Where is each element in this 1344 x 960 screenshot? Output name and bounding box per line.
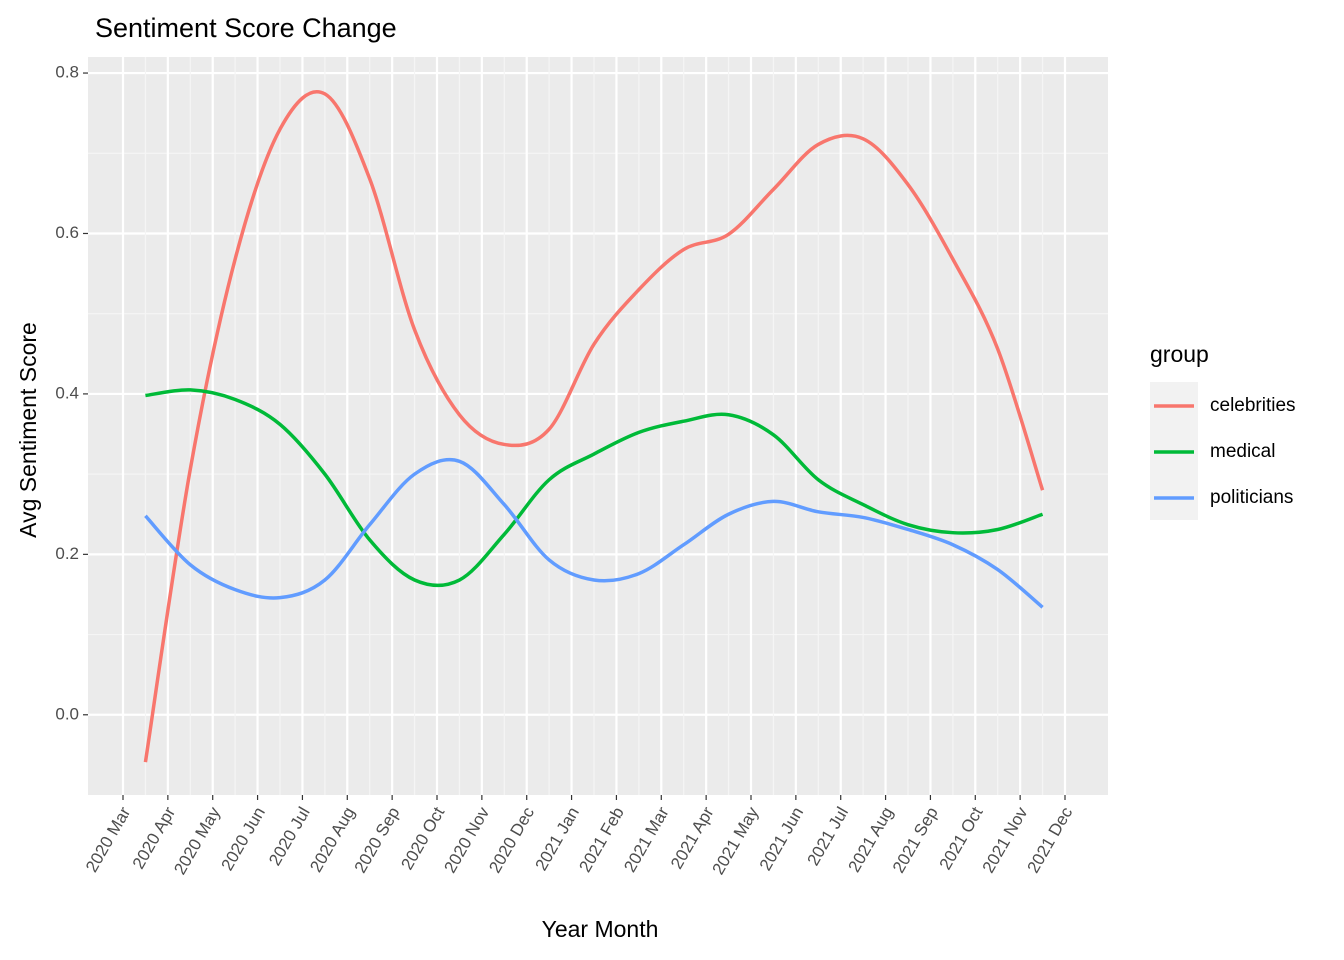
- x-tick-label: 2020 Jul: [265, 804, 314, 869]
- x-tick-label: 2020 Sep: [351, 804, 404, 877]
- x-tick-label: 2021 Jun: [756, 804, 807, 874]
- y-axis-label: Avg Sentiment Score: [15, 322, 41, 538]
- chart-title: Sentiment Score Change: [95, 13, 397, 43]
- x-tick-label: 2021 Sep: [889, 804, 942, 877]
- x-tick-label: 2021 Jan: [531, 804, 582, 874]
- x-tick-label: 2020 Oct: [397, 804, 448, 873]
- legend-label: politicians: [1210, 487, 1293, 508]
- x-tick-label: 2020 Jun: [217, 804, 268, 874]
- x-tick-label: 2021 Apr: [667, 803, 718, 872]
- series-line: [145, 388, 1044, 588]
- x-tick-label: 2021 Oct: [936, 804, 987, 873]
- legend-label: celebrities: [1210, 395, 1296, 416]
- x-tick-label: 2020 Dec: [485, 803, 538, 876]
- y-tick-label: 0.4: [55, 383, 79, 402]
- series-line: [144, 457, 1044, 609]
- y-tick-label: 0.0: [55, 704, 79, 723]
- y-tick-label: 0.8: [55, 63, 79, 82]
- x-tick-label: 2020 Apr: [129, 803, 180, 872]
- x-tick-label: 2021 Dec: [1024, 803, 1077, 876]
- series-line: [143, 90, 1045, 763]
- legend-title: group: [1150, 341, 1209, 367]
- x-axis-label: Year Month: [542, 916, 659, 942]
- x-tick-label: 2020 Mar: [82, 803, 135, 875]
- legend-label: medical: [1210, 441, 1275, 462]
- plot-panel: [88, 57, 1108, 795]
- y-tick-label: 0.6: [55, 223, 79, 242]
- y-tick-label: 0.2: [55, 544, 79, 563]
- x-tick-label: 2021 Jul: [803, 804, 852, 869]
- x-tick-label: 2021 Mar: [620, 803, 673, 875]
